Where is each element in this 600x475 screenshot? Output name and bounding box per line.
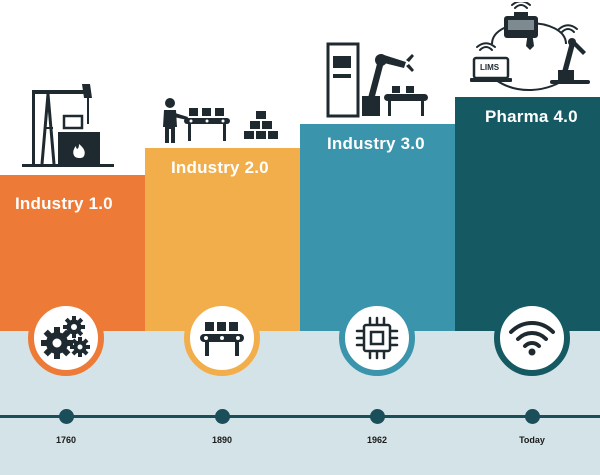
wifi-icon [509,321,555,356]
gears-icon [41,316,90,359]
microchip-icon [355,316,399,360]
timeline-marker-1 [59,409,74,424]
year-1760: 1760 [55,435,77,445]
conveyor-belt-icon [200,322,244,356]
stage-circle-3 [339,300,415,376]
label-industry-2: Industry 2.0 [171,158,269,177]
steam-engine-icon [22,84,114,167]
stage-circle-2 [184,300,260,376]
timeline-marker-3 [370,409,385,424]
column-industry-3: Industry 3.0 [300,124,455,331]
worker-assembly-line-icon [163,98,278,143]
stage-circle-1 [28,300,104,376]
label-industry-1: Industry 1.0 [15,194,113,213]
year-today: Today [519,435,545,445]
label-industry-3: Industry 3.0 [327,134,425,153]
year-1890: 1890 [211,435,233,445]
year-1962: 1962 [366,435,388,445]
timeline-marker-4 [525,409,540,424]
timeline-line [0,415,600,418]
lims-label: LIMS [480,63,500,72]
robot-arm-computer-icon [326,42,428,118]
column-pharma-4: Pharma 4.0 [455,97,600,331]
stage-circle-4 [494,300,570,376]
label-pharma-4: Pharma 4.0 [485,107,578,126]
timeline-marker-2 [215,409,230,424]
connected-lab-icon: LIMS [466,2,594,94]
